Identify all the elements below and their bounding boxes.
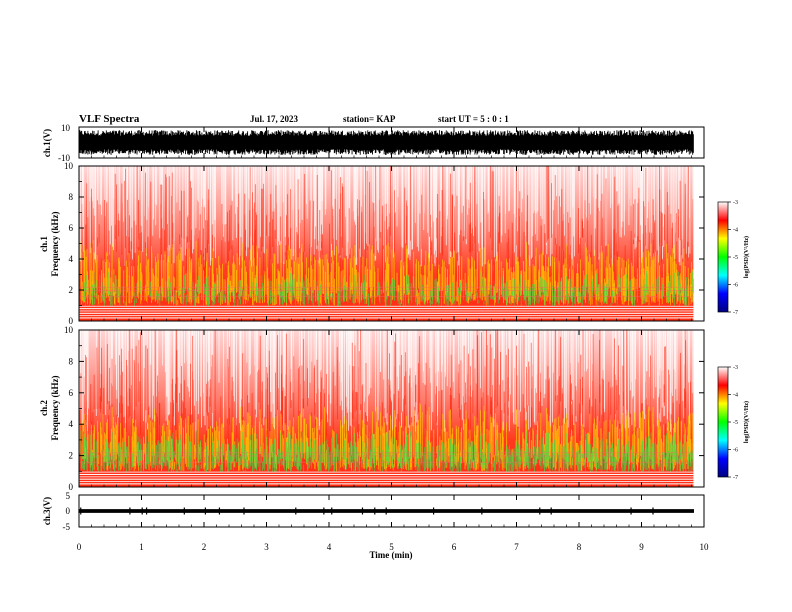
spectrogram-red-streaks: [85, 330, 691, 448]
spectrogram-harmonic-line: [79, 296, 694, 297]
colorbar-label: log(PSD)(V²/Hz): [743, 236, 750, 278]
colorbar-tick-label: -3: [733, 200, 738, 206]
x-tick-label: 6: [452, 542, 457, 552]
spectrogram-lowfreq-line: [79, 308, 694, 310]
start-time-label: start UT = 5 : 0 : 1: [438, 114, 509, 124]
ch1-spectrogram-ytick-label: 2: [69, 285, 74, 295]
ch1-spectrogram-panel: 0 2 4 6 8 10 ch.1 Frequency (kHz) -3 -4 -5 -6 -7 l…: [39, 161, 750, 326]
spectrogram-harmonic-line: [79, 290, 694, 291]
ch2-spectrogram-ytick-label: 4: [69, 419, 74, 429]
ch2-spectrogram-ytick-label: 2: [69, 451, 74, 461]
ch3-ytick-top: 5: [66, 491, 71, 501]
ch1-ytick-bottom: -10: [58, 153, 70, 163]
x-axis-ticks: [78, 127, 705, 527]
colorbar-tick-label: -6: [733, 283, 738, 289]
colorbar-tick-label: -4: [733, 393, 738, 399]
colorbar-tick-label: -6: [733, 448, 738, 454]
ch2-spectrogram-ylabel-line2: Frequency (kHz): [50, 375, 60, 440]
ch2-spectrogram-panel: 0 2 4 6 8 10 ch.2 Frequency (kHz) -3 -4 -5 -6 -7 l…: [39, 325, 750, 492]
spectrogram-lowfreq-line: [79, 317, 694, 319]
ch1-spectrogram-ytick-label: 8: [69, 192, 74, 202]
x-tick-label: 7: [514, 542, 519, 552]
ch1-spectrogram-yticks: 0 2 4 6 8 10: [64, 161, 704, 326]
spectrogram-lowfreq-line: [79, 483, 694, 485]
ch2-colorbar: -3 -4 -5 -6 -7 log(PSD)(V²/Hz): [717, 365, 750, 481]
colorbar-tick-label: -5: [733, 255, 738, 261]
colorbar-tick-label: -4: [733, 228, 738, 234]
spectrogram-lowfreq-line: [79, 310, 694, 312]
ch3-waveform-line: [78, 507, 694, 515]
spectrogram-harmonic-line: [79, 455, 694, 457]
spectrogram-lowfreq-line: [79, 473, 694, 475]
colorbar-tick-label: -3: [733, 365, 738, 371]
x-tick-label: 9: [639, 542, 644, 552]
ch1-ytick-top: 10: [61, 123, 71, 133]
ch2-spectrogram-ytick-label: 8: [69, 356, 74, 366]
spectrogram-lowfreq-line: [79, 315, 694, 317]
ch3-ytick-mid: 0: [66, 506, 71, 516]
x-tick-label: 4: [327, 542, 332, 552]
ch1-spectrogram-ylabel-line1: ch.1: [39, 236, 49, 252]
colorbar-label: log(PSD)(V²/Hz): [743, 401, 750, 443]
spectrogram-lowfreq-line: [79, 312, 694, 314]
spectrogram-green-band: [81, 271, 694, 307]
ch1-spectrogram-ylabel-line2: Frequency (kHz): [50, 211, 60, 276]
ch3-ytick-bottom: -5: [63, 522, 71, 532]
x-tick-label: 3: [264, 542, 269, 552]
ch2-spectrogram-image: [78, 330, 694, 487]
date-label: Jul. 17, 2023: [250, 114, 299, 124]
spectrogram-lowfreq-line: [79, 471, 694, 473]
colorbar-tick-label: -7: [733, 475, 738, 481]
x-tick-label: 8: [577, 542, 582, 552]
spectrogram-lowfreq-line: [79, 476, 694, 478]
ch1-spectrogram-ytick-label: 4: [69, 254, 74, 264]
spectrogram-lowfreq-line: [79, 481, 694, 483]
ch2-spectrogram-ytick-label: 10: [64, 325, 74, 335]
spectrogram-harmonic-line: [79, 461, 694, 463]
colorbar-gradient: [717, 201, 729, 313]
ch1-waveform-trace: [78, 130, 694, 155]
ch3-waveform-ylabel: ch.3(V): [42, 497, 52, 525]
x-axis-label: Time (min): [369, 550, 412, 560]
ch1-spectrogram-ytick-label: 10: [64, 161, 74, 171]
ch2-spectrogram-ylabel-line1: ch.2: [39, 400, 49, 416]
x-tick-label: 5: [389, 542, 394, 552]
ch3-waveform-trace: [78, 507, 694, 515]
x-tick-label: 10: [700, 542, 710, 552]
colorbar-tick-label: -5: [733, 420, 738, 426]
ch1-waveform-line: [78, 130, 694, 155]
colorbar-tick-label: -7: [733, 310, 738, 316]
ch1-colorbar: -3 -4 -5 -6 -7 log(PSD)(V²/Hz): [717, 200, 750, 316]
spectrogram-lowfreq-line: [79, 305, 694, 307]
station-label: station= KAP: [343, 114, 396, 124]
colorbar-gradient: [717, 366, 729, 478]
ch1-spectrogram-ytick-label: 0: [69, 316, 74, 326]
ch1-spectrogram-image: [78, 166, 694, 321]
spectrogram-harmonic-line: [79, 452, 694, 454]
x-tick-label: 2: [202, 542, 207, 552]
ch1-waveform-ylabel: ch.1(V): [42, 129, 52, 157]
ch2-spectrogram-yticks: 0 2 4 6 8 10: [64, 325, 704, 492]
chart-title: VLF Spectra: [79, 113, 140, 125]
ch2-spectrogram-ytick-label: 6: [69, 388, 74, 398]
ch2-spectrogram-ytick-label: 0: [69, 482, 74, 492]
spectrogram-lowfreq-line: [79, 478, 694, 480]
x-tick-label: 0: [77, 542, 82, 552]
spectrogram-harmonic-line: [79, 286, 694, 288]
x-axis-tick-labels: 0 1 2 3 4 5 6 7 8 9 10: [77, 542, 709, 552]
ch1-spectrogram-ytick-label: 6: [69, 223, 74, 233]
x-tick-label: 1: [139, 542, 144, 552]
